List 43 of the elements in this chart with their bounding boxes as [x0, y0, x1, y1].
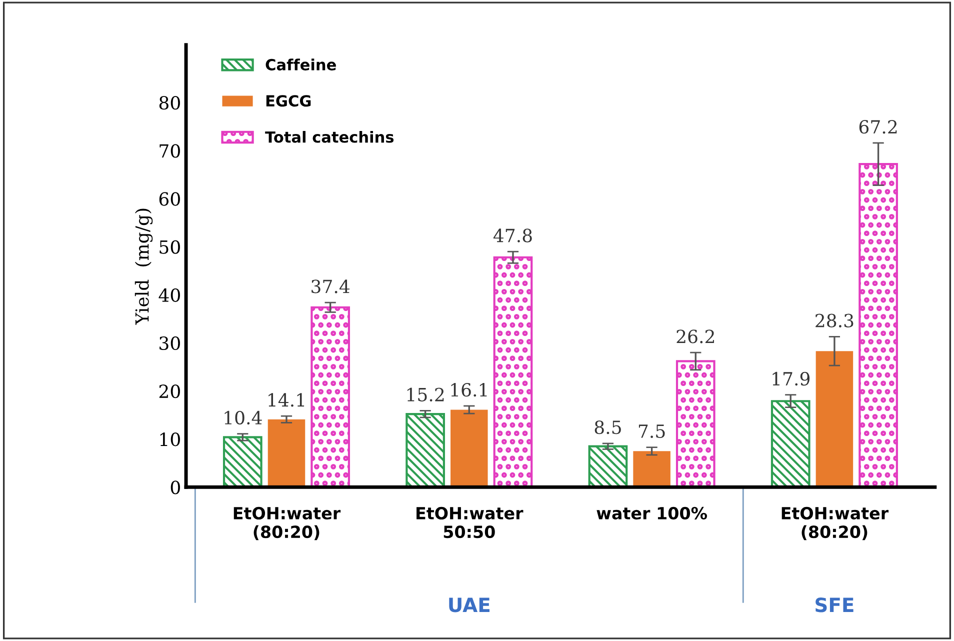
- x-tick-label: EtOH:water 50:50: [416, 506, 524, 538]
- data-label: 26.2: [676, 330, 714, 344]
- data-label: 37.4: [312, 280, 350, 294]
- data-label: 8.5: [594, 420, 621, 434]
- legend-label: Total catechins: [265, 130, 394, 143]
- bar: [858, 163, 898, 488]
- y-axis-title: Yield (mg/g): [134, 208, 153, 325]
- bar: [450, 410, 488, 488]
- legend-label: Caffeine: [266, 58, 336, 70]
- bar: [268, 419, 306, 488]
- y-tick-label: 0: [170, 480, 180, 494]
- bar: [816, 351, 854, 488]
- bar: [222, 436, 262, 488]
- x-tick-label: water 100%: [596, 506, 707, 520]
- text: SFE: [816, 598, 854, 612]
- x-tick-label: EtOH:water (80:20): [782, 506, 889, 540]
- text: UAE: [449, 598, 490, 612]
- data-label: 15.2: [407, 388, 444, 402]
- y-tick-label: 60: [159, 192, 180, 206]
- data-label: 14.1: [268, 393, 304, 407]
- data-label: 10.4: [224, 410, 262, 425]
- bar: [633, 451, 670, 488]
- data-label: 7.5: [638, 424, 665, 438]
- bar: [588, 445, 628, 488]
- bar: [310, 306, 350, 488]
- data-label: 67.2: [859, 120, 897, 134]
- y-tick-label: 70: [160, 144, 180, 158]
- y-tick-label: 80: [159, 96, 180, 110]
- data-label: 16.1: [451, 382, 487, 397]
- data-label: 28.3: [816, 314, 854, 328]
- y-tick-label: 50: [160, 240, 180, 254]
- y-tick-label: 30: [160, 336, 180, 350]
- y-tick-label: 10: [160, 432, 180, 446]
- bar: [676, 360, 716, 488]
- bar: [493, 256, 533, 488]
- data-label: 17.9: [772, 372, 810, 386]
- y-tick-label: 40: [158, 288, 180, 302]
- bar: [406, 413, 445, 488]
- x-tick-label: EtOH:water (80:20): [234, 506, 341, 540]
- bar: [770, 400, 810, 488]
- y-tick-label: 20: [159, 384, 180, 398]
- data-label: 47.8: [493, 228, 532, 242]
- legend-label: EGCG: [266, 95, 311, 107]
